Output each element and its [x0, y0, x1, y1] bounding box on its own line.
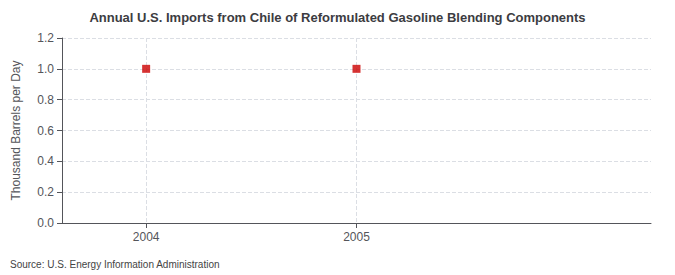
svg-text:Annual U.S. Imports from Chile: Annual U.S. Imports from Chile of Reform… — [89, 10, 585, 25]
svg-text:Thousand Barrels per Day: Thousand Barrels per Day — [9, 60, 23, 200]
svg-text:0.4: 0.4 — [37, 154, 54, 168]
svg-text:1.2: 1.2 — [37, 31, 54, 45]
svg-text:Source: U.S. Energy Informatio: Source: U.S. Energy Information Administ… — [10, 259, 220, 270]
svg-text:2005: 2005 — [343, 230, 370, 244]
svg-text:0.6: 0.6 — [37, 124, 54, 138]
svg-text:1.0: 1.0 — [37, 62, 54, 76]
svg-text:0.2: 0.2 — [37, 185, 54, 199]
svg-text:2004: 2004 — [133, 230, 160, 244]
svg-text:0.0: 0.0 — [37, 216, 54, 230]
svg-text:0.8: 0.8 — [37, 93, 54, 107]
